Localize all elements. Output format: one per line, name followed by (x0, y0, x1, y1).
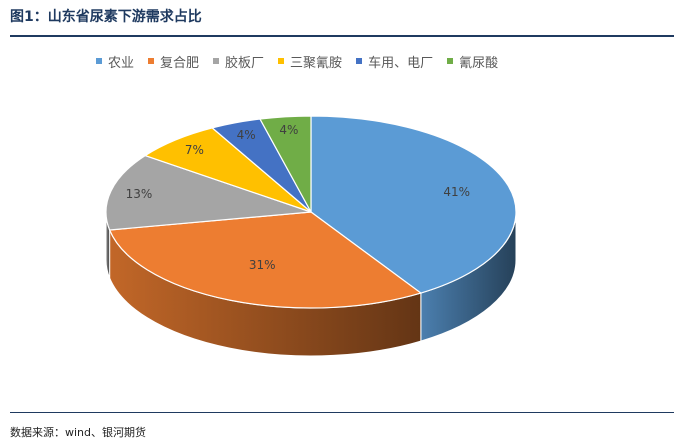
source-note: 数据来源：wind、银河期货 (10, 426, 147, 439)
legend-item-cyanuric-acid: 氰尿酸 (447, 52, 498, 71)
legend-label: 氰尿酸 (459, 55, 499, 71)
data-label-agriculture: 41% (443, 185, 470, 199)
legend-swatch (278, 58, 285, 64)
legend-item-melamine: 三聚氰胺 (278, 52, 342, 71)
pie-top-layer (105, 115, 517, 309)
slice-plywood-plant (105, 154, 312, 231)
legend-item-agriculture: 农业 (96, 52, 134, 71)
title-divider (10, 35, 674, 37)
chart-legend: 农业 复合肥 胶板厂 三聚氰胺 车用、电厂 氰尿酸 (96, 52, 512, 71)
legend-swatch (148, 58, 155, 64)
data-label-plywood-plant: 13% (126, 187, 153, 201)
figure-title: 图1：山东省尿素下游需求占比 (10, 9, 202, 25)
legend-item-plywood-plant: 胶板厂 (213, 52, 264, 71)
legend-swatch (447, 58, 454, 64)
data-label-cyanuric-acid: 4% (279, 123, 298, 137)
legend-label: 农业 (108, 55, 135, 71)
data-label-vehicle-power-plant: 4% (237, 128, 256, 142)
data-label-compound-fertilizer: 31% (249, 258, 276, 272)
legend-item-vehicle-power-plant: 车用、电厂 (356, 52, 433, 71)
legend-label: 车用、电厂 (368, 55, 434, 71)
legend-label: 三聚氰胺 (290, 55, 343, 71)
pie-label-layer: 41% 31% 13% 7% 4% 4% (126, 123, 470, 272)
legend-label: 胶板厂 (225, 55, 265, 71)
data-label-melamine: 7% (185, 143, 204, 157)
legend-item-compound-fertilizer: 复合肥 (148, 52, 199, 71)
legend-swatch (213, 58, 220, 64)
slice-agriculture (310, 115, 517, 294)
footer-divider (10, 412, 674, 413)
legend-swatch (356, 58, 363, 64)
legend-swatch (96, 58, 102, 64)
slice-cyanuric-acid (259, 115, 312, 213)
slice-compound-fertilizer (108, 211, 423, 309)
legend-label: 复合肥 (160, 55, 200, 71)
